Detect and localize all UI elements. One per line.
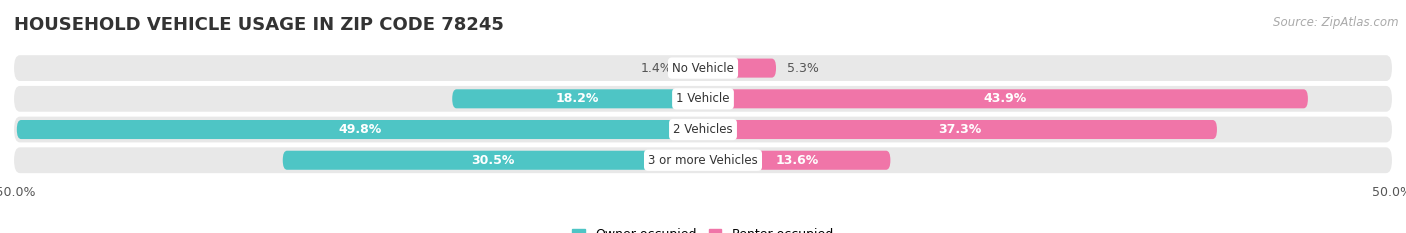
Text: 30.5%: 30.5% [471, 154, 515, 167]
Text: 5.3%: 5.3% [787, 62, 818, 75]
Text: HOUSEHOLD VEHICLE USAGE IN ZIP CODE 78245: HOUSEHOLD VEHICLE USAGE IN ZIP CODE 7824… [14, 16, 503, 34]
FancyBboxPatch shape [14, 117, 1392, 142]
Text: 18.2%: 18.2% [555, 92, 599, 105]
FancyBboxPatch shape [683, 58, 703, 78]
Text: Source: ZipAtlas.com: Source: ZipAtlas.com [1274, 16, 1399, 29]
FancyBboxPatch shape [703, 151, 890, 170]
Text: 1 Vehicle: 1 Vehicle [676, 92, 730, 105]
FancyBboxPatch shape [453, 89, 703, 108]
FancyBboxPatch shape [14, 147, 1392, 173]
Text: 37.3%: 37.3% [938, 123, 981, 136]
FancyBboxPatch shape [703, 89, 1308, 108]
FancyBboxPatch shape [703, 120, 1218, 139]
Text: 1.4%: 1.4% [641, 62, 672, 75]
Text: 3 or more Vehicles: 3 or more Vehicles [648, 154, 758, 167]
FancyBboxPatch shape [283, 151, 703, 170]
Text: 2 Vehicles: 2 Vehicles [673, 123, 733, 136]
Text: 43.9%: 43.9% [984, 92, 1026, 105]
FancyBboxPatch shape [14, 86, 1392, 112]
FancyBboxPatch shape [17, 120, 703, 139]
Text: 13.6%: 13.6% [775, 154, 818, 167]
FancyBboxPatch shape [703, 58, 776, 78]
Text: No Vehicle: No Vehicle [672, 62, 734, 75]
Legend: Owner-occupied, Renter-occupied: Owner-occupied, Renter-occupied [568, 223, 838, 233]
Text: 49.8%: 49.8% [339, 123, 381, 136]
FancyBboxPatch shape [14, 55, 1392, 81]
